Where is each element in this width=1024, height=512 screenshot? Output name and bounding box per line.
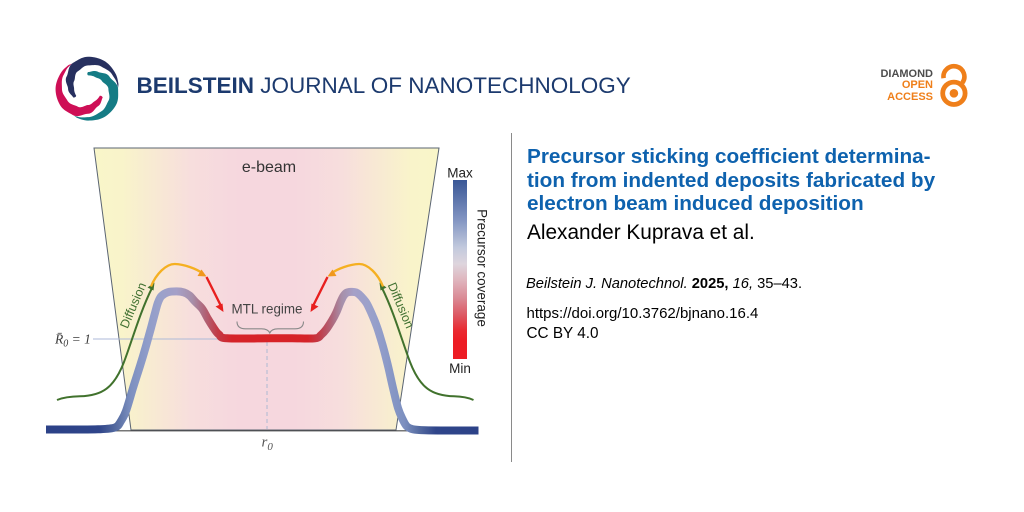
svg-text:e-beam: e-beam [242,159,296,176]
svg-text:r0: r0 [262,435,274,451]
svg-text:MTL regime: MTL regime [232,302,303,317]
svg-text:Precursor coverage: Precursor coverage [475,209,490,327]
svg-text:Max: Max [447,166,473,181]
svg-text:Min: Min [449,361,471,376]
svg-text:R̄0 = 1: R̄0 = 1 [54,332,91,350]
